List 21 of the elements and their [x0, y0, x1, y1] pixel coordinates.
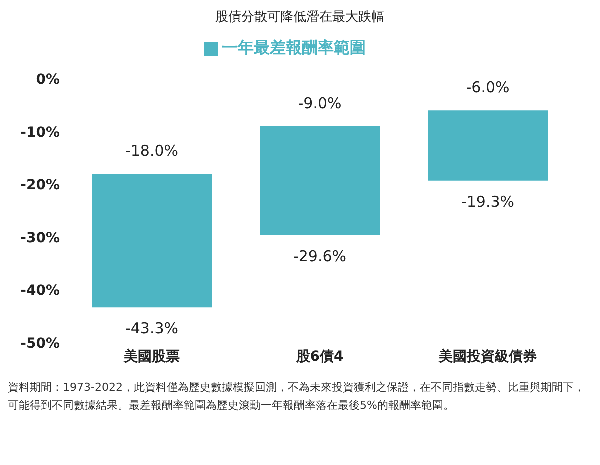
y-tick-label: -40%: [20, 283, 60, 300]
annotation: -18.0%: [125, 142, 179, 160]
annotation: -9.0%: [298, 94, 342, 113]
y-tick-label: -10%: [20, 124, 60, 141]
text: 資料期間：1973-2022，此資料僅為歷史數據模擬回測，不為未來投資獲利之保證，在不同指數走勢、比重與期間下，可能得到不同數據結果。最差報酬率範圍為歷史滾動一年報酬率落在最後5%的報酬率範圍。: [8, 380, 586, 414]
y-tick-label: 0%: [36, 72, 60, 88]
annotation: -6.0%: [466, 78, 510, 97]
y-tick-label: -30%: [20, 230, 60, 246]
x-tick-label: 美國投資級債券: [438, 348, 537, 365]
chart-title: 股債分散可降低潛在最大跌幅: [214, 9, 386, 26]
x-tick-label: 美國股票: [123, 348, 180, 365]
y-tick-label: -50%: [20, 336, 60, 352]
bar: [260, 126, 380, 236]
legend-label: 一年最差報酬率範圍: [222, 38, 366, 57]
bar: [428, 110, 548, 181]
annotation: -43.3%: [125, 320, 179, 338]
annotation: -19.3%: [461, 192, 515, 211]
y-tick-label: -20%: [20, 178, 60, 194]
x-tick-label: 股6債4: [295, 348, 344, 365]
annotation: -29.6%: [293, 247, 347, 266]
bar: [92, 174, 212, 308]
